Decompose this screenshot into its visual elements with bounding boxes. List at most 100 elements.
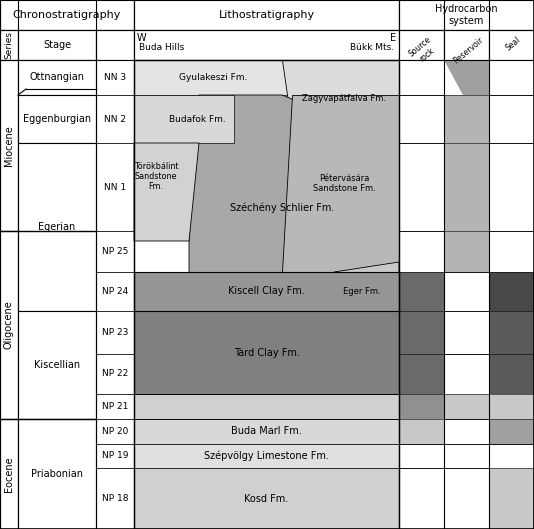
Bar	[444, 354, 489, 394]
Bar	[489, 394, 534, 419]
Bar	[0, 419, 18, 444]
Bar	[0, 419, 18, 529]
Bar	[399, 444, 444, 468]
Bar	[0, 60, 18, 231]
Text: Eggenburgian: Eggenburgian	[23, 114, 91, 124]
Bar	[0, 30, 18, 60]
Bar	[134, 468, 399, 529]
Bar	[96, 231, 134, 272]
Bar	[444, 468, 489, 529]
Bar	[134, 394, 399, 419]
Polygon shape	[282, 95, 399, 272]
Text: NP 20: NP 20	[102, 427, 128, 436]
Bar	[18, 311, 96, 354]
Bar	[0, 231, 18, 419]
Bar	[489, 272, 534, 311]
Bar	[18, 143, 96, 311]
Bar	[399, 60, 444, 95]
Bar	[18, 143, 96, 231]
Text: Ottnangian: Ottnangian	[29, 72, 84, 83]
Bar	[18, 231, 96, 272]
Bar	[399, 60, 444, 529]
Bar	[18, 354, 96, 394]
Bar	[399, 30, 444, 60]
Text: Lithostratigraphy: Lithostratigraphy	[218, 10, 315, 20]
Bar	[134, 60, 399, 529]
Bar	[0, 468, 18, 529]
Bar	[18, 419, 96, 444]
Bar	[399, 354, 444, 394]
Bar	[444, 95, 489, 143]
Text: Stage: Stage	[43, 40, 71, 50]
Text: Eger Fm.: Eger Fm.	[343, 287, 381, 296]
Bar	[0, 0, 134, 30]
Text: NP 22: NP 22	[102, 369, 128, 379]
Bar	[444, 60, 489, 529]
Bar	[444, 311, 489, 354]
Bar	[134, 444, 399, 468]
Text: Buda Marl Fm.: Buda Marl Fm.	[231, 426, 302, 436]
Bar	[134, 272, 399, 311]
Bar	[399, 0, 534, 30]
Text: NP 19: NP 19	[102, 451, 128, 461]
Bar	[399, 468, 444, 529]
Text: Kiscell Clay Fm.: Kiscell Clay Fm.	[228, 287, 305, 296]
Bar	[96, 394, 134, 419]
Polygon shape	[134, 143, 199, 241]
Text: Kiscellian: Kiscellian	[34, 360, 80, 370]
Text: Gyulakeszi Fm.: Gyulakeszi Fm.	[179, 73, 247, 82]
Bar	[96, 143, 134, 231]
Text: Chronostratigraphy: Chronostratigraphy	[13, 10, 121, 20]
Bar	[444, 143, 489, 231]
Text: Törökbálint
Sandstone
Fm.: Törökbálint Sandstone Fm.	[134, 161, 178, 191]
Bar	[444, 272, 489, 311]
Text: Eocene: Eocene	[4, 456, 14, 492]
Bar	[489, 419, 534, 444]
Bar	[96, 60, 134, 95]
Bar	[444, 444, 489, 468]
Bar	[489, 394, 534, 419]
Bar	[444, 394, 489, 419]
Bar	[399, 95, 444, 143]
Bar	[489, 419, 534, 444]
Text: W: W	[137, 33, 147, 43]
Text: Szépvölgy Limestone Fm.: Szépvölgy Limestone Fm.	[204, 451, 329, 461]
Bar	[96, 272, 134, 311]
Bar	[489, 95, 534, 143]
Bar	[489, 231, 534, 272]
Polygon shape	[444, 60, 489, 143]
Bar	[489, 272, 534, 311]
Polygon shape	[189, 95, 399, 311]
Text: NP 24: NP 24	[102, 287, 128, 296]
Bar	[489, 354, 534, 394]
Bar	[0, 272, 18, 311]
Text: Buda Hills: Buda Hills	[139, 42, 184, 51]
Text: NN 1: NN 1	[104, 183, 126, 191]
Bar	[489, 311, 534, 394]
Bar	[18, 394, 96, 419]
Bar	[96, 95, 134, 143]
Text: Reservoir: Reservoir	[452, 35, 485, 65]
Text: Hydrocarbon
system: Hydrocarbon system	[435, 4, 498, 26]
Text: Kosd Fm.: Kosd Fm.	[245, 494, 288, 504]
Bar	[18, 468, 96, 529]
Bar	[18, 311, 96, 419]
Bar	[96, 468, 134, 529]
Text: Pétervására
Sandstone Fm.: Pétervására Sandstone Fm.	[312, 174, 375, 193]
Bar	[444, 419, 489, 444]
Bar	[399, 419, 444, 444]
Text: Budafok Fm.: Budafok Fm.	[169, 114, 226, 123]
Bar	[444, 30, 489, 60]
Bar	[18, 60, 96, 95]
Bar	[18, 30, 96, 60]
Text: Tard Clay Fm.: Tard Clay Fm.	[233, 348, 300, 358]
Bar	[134, 30, 399, 60]
Bar	[0, 95, 18, 143]
Bar	[489, 468, 534, 529]
Bar	[399, 394, 444, 419]
Bar	[134, 60, 399, 529]
Bar	[399, 311, 444, 354]
Polygon shape	[282, 60, 399, 143]
Bar	[0, 444, 18, 468]
Bar	[399, 272, 444, 394]
